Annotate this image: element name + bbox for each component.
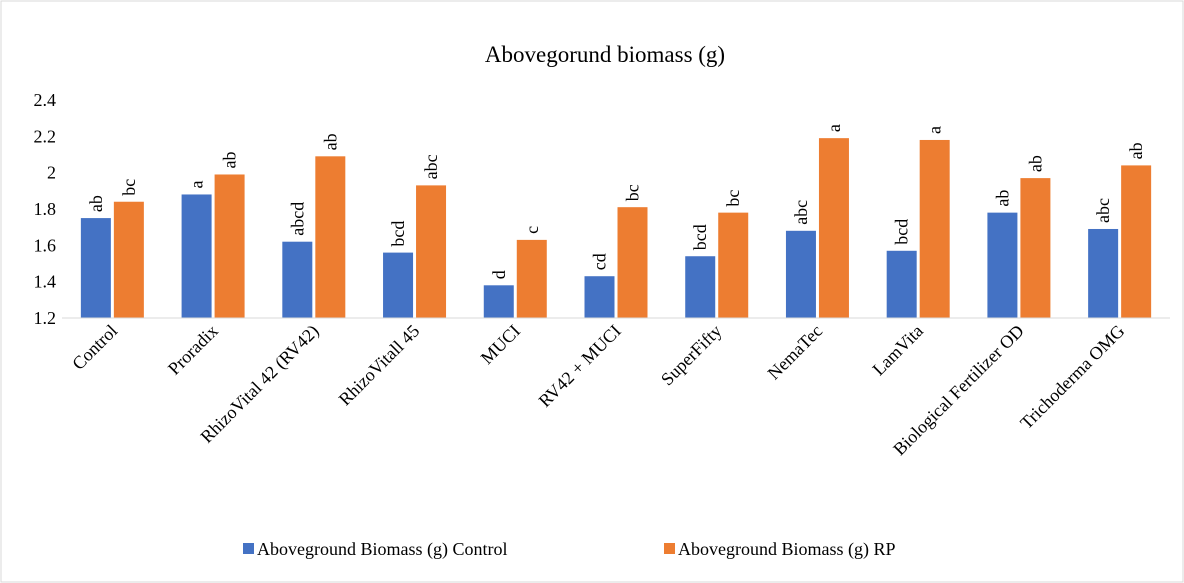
chart-title: Abovegorund biomass (g) (485, 42, 725, 67)
legend-swatch (243, 543, 254, 554)
bar (181, 194, 212, 318)
bar-annotation: ab (220, 151, 240, 168)
bar (785, 230, 816, 318)
bar (483, 285, 514, 318)
bar-annotation: bc (723, 190, 743, 207)
bar-annotation: bc (623, 184, 643, 201)
bar (1088, 228, 1119, 318)
y-tick-label: 1.8 (34, 199, 57, 219)
y-tick-label: 2.4 (34, 90, 57, 110)
bar (315, 156, 346, 318)
bar (685, 256, 716, 318)
bar (919, 139, 950, 318)
y-tick-label: 1.2 (34, 308, 57, 328)
bar (1020, 178, 1051, 318)
bar-annotation: cd (590, 253, 610, 270)
bar-annotation: abc (791, 200, 811, 225)
bar (718, 212, 749, 318)
bar (987, 212, 1018, 318)
legend-swatch (664, 543, 675, 554)
bar-annotation: bcd (892, 219, 912, 245)
bar-annotation: ab (992, 190, 1012, 207)
bar-annotation: ab (86, 195, 106, 212)
bar (214, 174, 245, 318)
bar (282, 241, 313, 318)
bar-annotation: d (489, 270, 509, 279)
bar (416, 185, 447, 318)
bar-annotation: abc (421, 154, 441, 179)
y-tick-label: 2 (47, 163, 56, 183)
bar (1121, 165, 1152, 318)
bar (383, 252, 414, 318)
legend-label: Aboveground Biomass (g) RP (678, 539, 896, 560)
bar-annotation: bc (119, 179, 139, 196)
bar (80, 218, 111, 318)
bar-annotation: bcd (388, 221, 408, 247)
bar (584, 276, 615, 318)
bar (818, 138, 849, 318)
bar-annotation: a (824, 124, 844, 132)
bar-annotation: c (522, 226, 542, 234)
bar-annotation: a (925, 126, 945, 134)
y-tick-label: 1.6 (34, 235, 57, 255)
bar (617, 207, 648, 318)
bar-annotation: ab (1126, 142, 1146, 159)
bar (886, 250, 917, 318)
legend-label: Aboveground Biomass (g) Control (257, 539, 507, 560)
bar-annotation: a (187, 180, 207, 188)
y-tick-label: 1.4 (34, 272, 57, 292)
bar (113, 201, 144, 318)
bar (516, 239, 547, 318)
bar-annotation: bcd (690, 224, 710, 250)
bar-annotation: abcd (287, 202, 307, 236)
bar-annotation: ab (320, 133, 340, 150)
bar-annotation: ab (1025, 155, 1045, 172)
bar-annotation: abc (1093, 198, 1113, 223)
y-tick-label: 2.2 (34, 126, 57, 146)
